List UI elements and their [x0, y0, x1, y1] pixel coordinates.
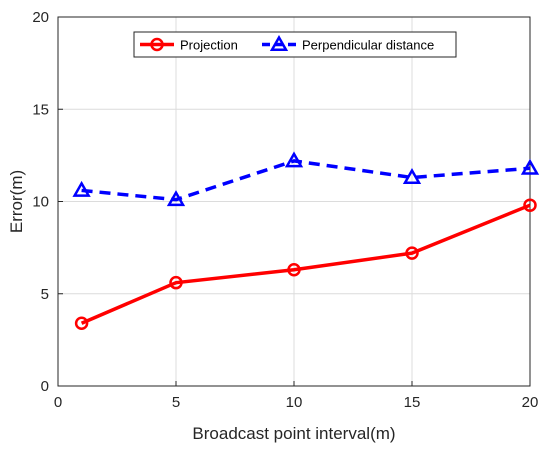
y-tick-label: 15: [32, 101, 49, 118]
data-point: [520, 158, 540, 175]
data-point: [402, 167, 422, 185]
legend-label: Perpendicular distance: [302, 38, 434, 53]
series-1: [72, 151, 540, 207]
data-point: [405, 246, 419, 260]
axis-ticks: 0 5 10 15 20 0 5 10 15 20: [32, 9, 538, 411]
x-tick-label: 10: [286, 394, 303, 411]
data-point: [287, 263, 301, 277]
x-tick-label: 0: [54, 394, 62, 411]
x-axis-label: Broadcast point interval(m): [192, 424, 395, 443]
data-point: [166, 190, 186, 207]
data-point: [523, 198, 537, 212]
legend-label: Projection: [180, 38, 238, 53]
data-point: [284, 151, 304, 168]
legend-marker: [150, 37, 164, 52]
data-point: [169, 275, 183, 290]
series-line: [80, 203, 531, 325]
data-point: [74, 316, 89, 331]
x-tick-label: 15: [404, 394, 421, 411]
y-tick-label: 10: [32, 194, 49, 211]
series-layer: [72, 151, 540, 331]
series-0: [74, 198, 537, 331]
data-point: [72, 180, 91, 197]
y-axis-label: Error(m): [7, 170, 26, 233]
y-tick-label: 20: [32, 9, 49, 26]
x-tick-label: 5: [172, 394, 180, 411]
legend-marker: [269, 34, 289, 51]
y-tick-label: 0: [41, 378, 49, 395]
legend: Projection Perpendicular distance: [133, 31, 457, 58]
series-line: [81, 159, 531, 202]
x-tick-label: 20: [522, 394, 539, 411]
y-tick-label: 5: [41, 286, 49, 303]
